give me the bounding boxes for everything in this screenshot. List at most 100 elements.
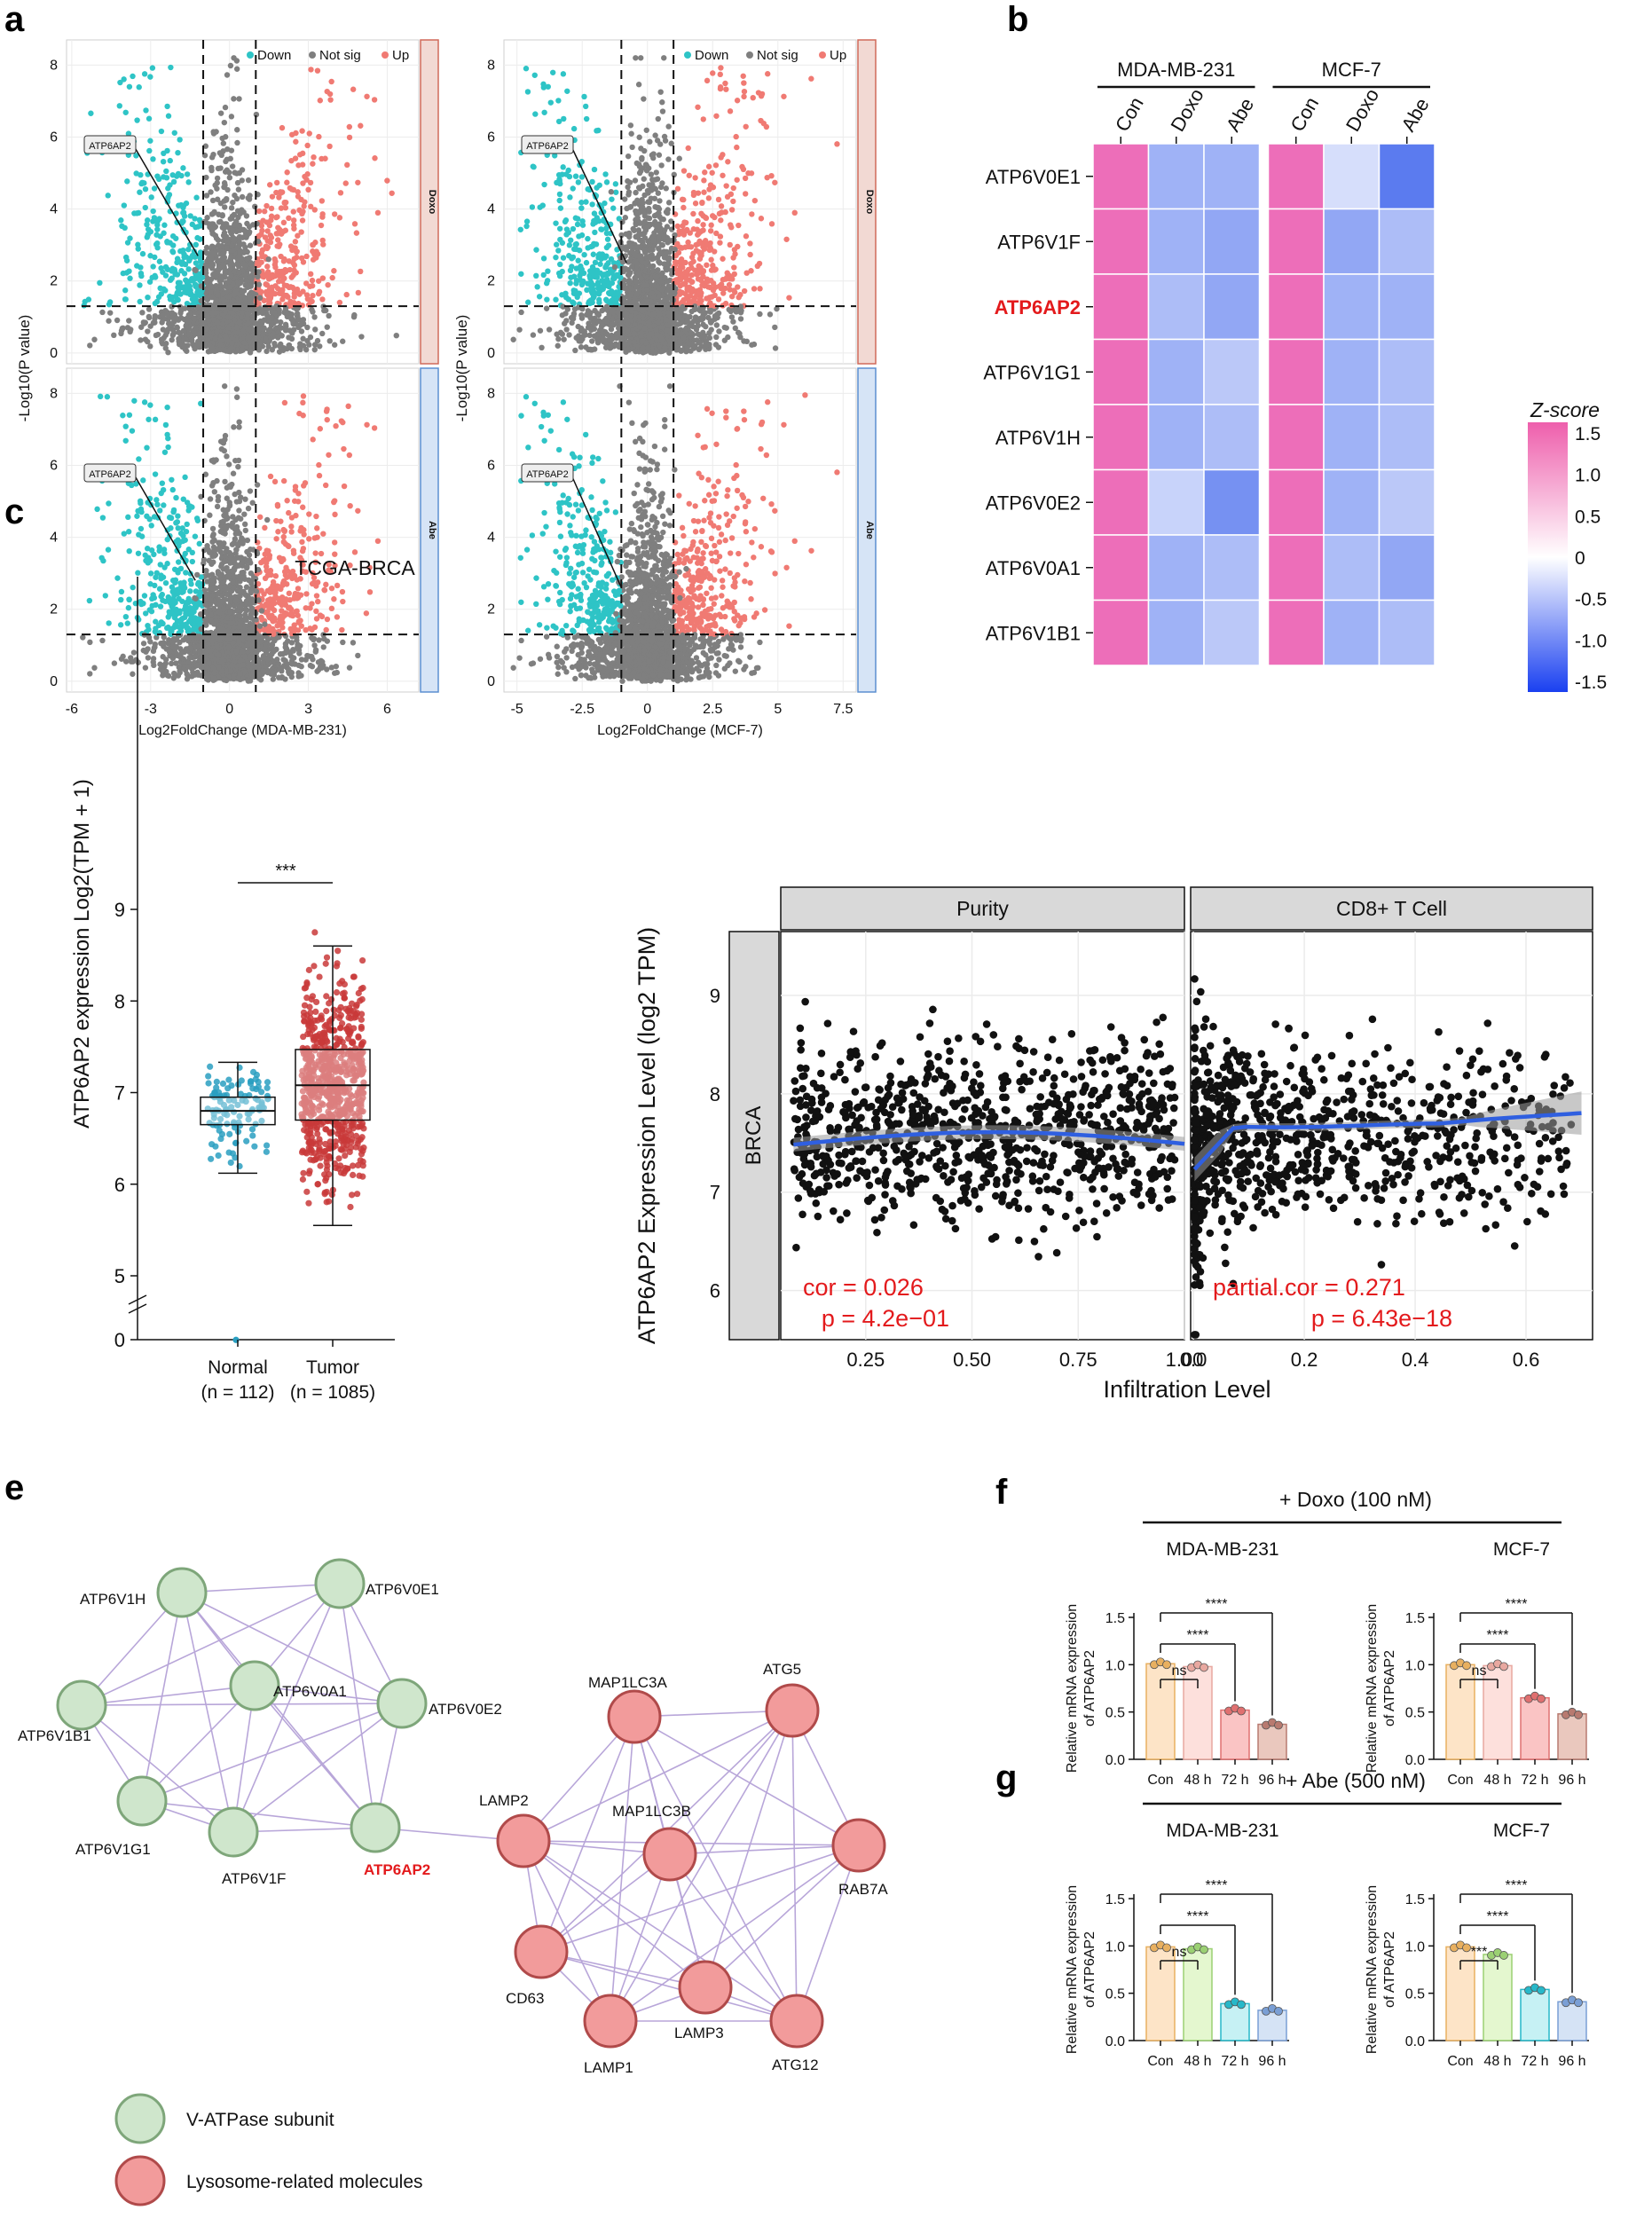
volcano-point (295, 232, 301, 239)
volcano-point (228, 205, 235, 211)
volcano-point (293, 138, 299, 145)
volcano-point (204, 279, 210, 285)
volcano-point (169, 249, 177, 256)
volcano-point (563, 226, 570, 232)
volcano-point (208, 189, 214, 195)
volcano-point (298, 328, 305, 334)
volcano-point (106, 318, 112, 324)
volcano-point (313, 593, 320, 599)
volcano-point (114, 317, 121, 324)
volcano-point (696, 346, 703, 353)
volcano-point (322, 155, 328, 161)
volcano-point (180, 165, 186, 171)
volcano-point (355, 179, 361, 185)
volcano-point (587, 315, 594, 321)
volcano-point (654, 138, 661, 144)
volcano-point (300, 180, 306, 186)
volcano-point (205, 307, 211, 313)
volcano-point (242, 263, 249, 270)
volcano-point (139, 310, 146, 316)
volcano-point (628, 130, 634, 137)
volcano-point (135, 241, 141, 248)
volcano-point (578, 327, 585, 334)
volcano-point (145, 328, 151, 334)
volcano-point (167, 157, 173, 164)
volcano-point (638, 231, 645, 238)
volcano-point (712, 214, 718, 221)
volcano-point (230, 227, 236, 233)
volcano-point (267, 300, 273, 306)
volcano-point (226, 284, 233, 290)
volcano-point (137, 298, 143, 305)
volcano-point (185, 331, 193, 338)
volcano-point (657, 278, 664, 285)
volcano-point (713, 113, 720, 119)
volcano-point (657, 184, 665, 191)
volcano-point (641, 218, 648, 224)
volcano-point (733, 133, 739, 140)
volcano-point (570, 125, 578, 132)
volcano-point (328, 585, 335, 592)
volcano-point (318, 222, 325, 229)
volcano-point (740, 166, 747, 173)
volcano-point (523, 218, 531, 224)
volcano-point (276, 226, 283, 232)
volcano-point (604, 236, 611, 242)
volcano-point (570, 185, 576, 192)
volcano-point (289, 284, 296, 291)
volcano-point (325, 281, 331, 288)
volcano-point (239, 288, 246, 295)
volcano-point (311, 153, 317, 161)
volcano-point (279, 268, 285, 275)
volcano-point (705, 163, 712, 169)
volcano-point (740, 73, 746, 79)
volcano-point (665, 123, 672, 130)
legend-label: Down (257, 48, 291, 63)
volcano-point (572, 241, 578, 248)
volcano-point (685, 239, 691, 246)
volcano-point (708, 277, 714, 284)
volcano-point (568, 237, 574, 243)
volcano-point (517, 226, 523, 232)
volcano-point (215, 165, 222, 172)
y-tick-label: 4 (487, 202, 495, 217)
volcano-point (683, 276, 690, 282)
volcano-point (217, 275, 224, 282)
volcano-point (704, 242, 711, 248)
volcano-point (575, 216, 581, 222)
volcano-point (271, 272, 279, 279)
volcano-point (230, 297, 237, 303)
volcano-point (557, 205, 564, 211)
volcano-point (688, 341, 696, 347)
volcano-point (665, 200, 673, 206)
volcano-point (559, 240, 566, 246)
volcano-point (271, 256, 278, 263)
volcano-point (220, 262, 227, 268)
volcano-point (273, 189, 279, 196)
volcano-point (346, 123, 353, 130)
volcano-point (135, 246, 141, 252)
volcano-point (678, 307, 685, 314)
volcano-point (374, 209, 382, 216)
volcano-point (553, 220, 559, 226)
volcano-point (148, 194, 154, 201)
volcano-point (342, 180, 349, 186)
panel-label-g: g (995, 1758, 1018, 1797)
volcano-point (663, 250, 670, 256)
volcano-point (741, 93, 747, 100)
volcano-point (278, 205, 285, 211)
volcano-point (217, 341, 224, 348)
volcano-point (116, 103, 122, 109)
volcano-point (633, 189, 639, 196)
volcano-point (301, 203, 307, 209)
volcano-point (224, 236, 230, 243)
volcano-point (331, 342, 338, 348)
volcano-point (556, 225, 563, 232)
volcano-point (718, 203, 725, 209)
volcano-point (235, 186, 242, 193)
volcano-point (280, 347, 287, 353)
volcano-point (590, 221, 596, 227)
volcano-point (534, 284, 540, 290)
volcano-point (191, 331, 198, 338)
volcano-point (636, 253, 642, 259)
